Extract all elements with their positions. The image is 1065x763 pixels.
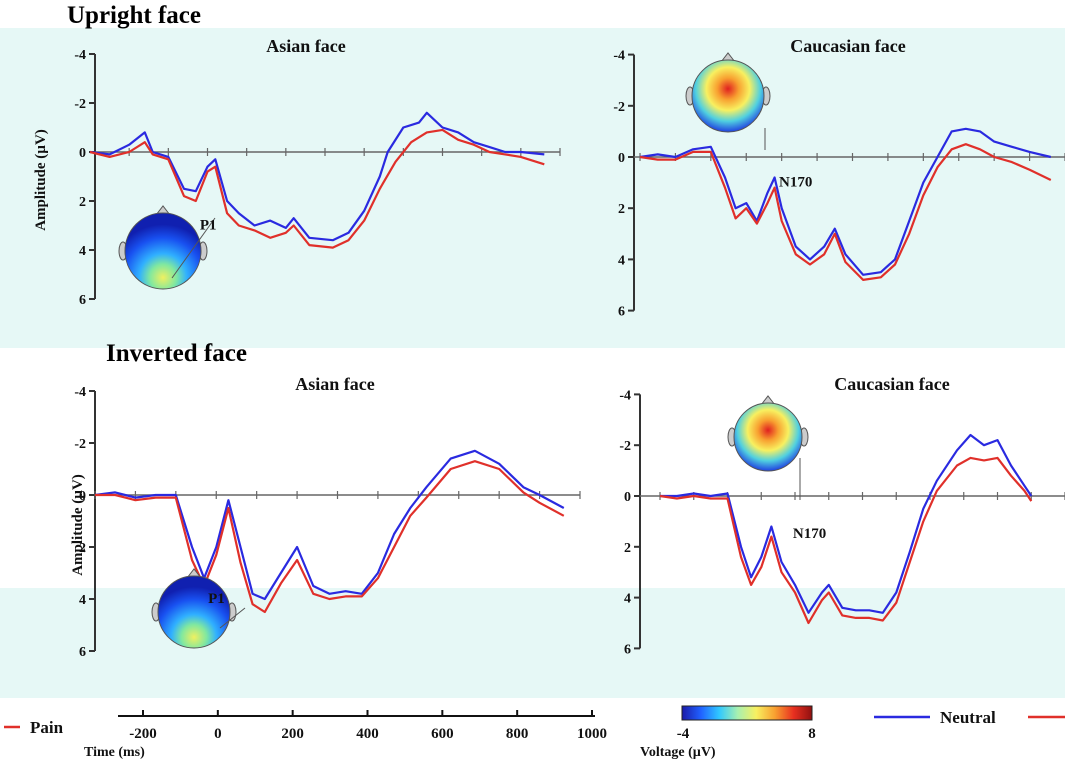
y-tick-label: -2	[74, 97, 86, 112]
peak-annotation: P1	[208, 591, 225, 607]
scalp-map-circle	[733, 402, 803, 472]
scalp-map-circle	[157, 575, 231, 649]
y-tick-label: 2	[618, 202, 625, 217]
legend-pain-label: Pain	[30, 718, 64, 737]
legend: Neutral Pain	[4, 708, 1065, 737]
peak-annotation: N170	[779, 175, 812, 191]
y-tick-label: 4	[624, 592, 631, 607]
y-axis-label: Amplitude (µV)	[33, 129, 49, 231]
series-line-neutral	[89, 111, 545, 242]
y-tick-label: -4	[74, 48, 86, 63]
y-tick-label: 0	[79, 489, 86, 504]
series-line-neutral	[660, 433, 1033, 614]
series-line-pain	[659, 456, 1033, 625]
panel-title: Caucasian face	[834, 374, 950, 394]
erp-panel-3: Asian face -4 -2 0 2 4 6 Amplitude (µV) P1	[70, 374, 581, 660]
time-tick-label: 600	[431, 726, 454, 742]
scalp-topomap	[685, 52, 771, 133]
colorbar: -4 8 Voltage (µV)	[640, 705, 816, 760]
y-tick-label: 2	[624, 541, 631, 556]
time-tick-label: 0	[214, 726, 222, 742]
annotation-leader-line	[219, 607, 246, 629]
erp-panel-1: Asian face -4 -2 0 2 4 6 Amplitude (µV) P1	[33, 36, 561, 308]
scalp-topomap	[727, 395, 809, 472]
legend-neutral-label: Neutral	[940, 708, 996, 727]
y-tick-label: 0	[79, 146, 86, 161]
series-line-pain	[639, 143, 1052, 281]
panel-title: Asian face	[266, 36, 346, 56]
series-line-pain	[89, 128, 545, 249]
colorbar-max-label: 8	[808, 726, 816, 742]
y-tick-label: 4	[79, 593, 86, 608]
time-tick-label: 800	[506, 726, 529, 742]
upper-tint	[0, 28, 1065, 348]
peak-annotation: N170	[793, 526, 826, 542]
series-line-neutral	[94, 449, 565, 601]
erp-panel-2: Caucasian face -4 -2 0 2 4 6 N170	[613, 36, 1065, 320]
y-tick-label: 4	[618, 253, 625, 268]
y-tick-label: -4	[619, 388, 631, 403]
colorbar-gradient	[681, 705, 813, 721]
time-tick-label: -200	[129, 726, 157, 742]
y-tick-label: -2	[619, 439, 631, 454]
y-tick-label: 6	[624, 642, 631, 657]
scalp-topomap	[118, 205, 208, 290]
y-tick-label: 2	[79, 541, 86, 556]
time-tick-label: 400	[356, 726, 379, 742]
y-tick-label: 0	[618, 151, 625, 166]
y-tick-label: -4	[74, 385, 86, 400]
y-tick-label: 6	[79, 645, 86, 660]
panel-title: Caucasian face	[790, 36, 906, 56]
time-axis: Time (ms) -200 0 200 400 600 800 1000	[84, 710, 607, 760]
peak-annotation: P1	[200, 218, 217, 234]
y-tick-label: -2	[74, 437, 86, 452]
time-tick-label: 200	[281, 726, 304, 742]
time-axis-label: Time (ms)	[84, 745, 145, 760]
y-axis-label: Amplitude (µV)	[70, 474, 86, 576]
y-tick-label: 0	[624, 490, 631, 505]
colorbar-title: Voltage (µV)	[640, 745, 716, 760]
series-line-pain	[95, 460, 565, 614]
y-tick-label: 6	[618, 305, 625, 320]
scalp-topomap	[151, 568, 237, 649]
y-tick-label: 6	[79, 293, 86, 308]
colorbar-min-label: -4	[677, 726, 690, 742]
annotation-leader-line	[171, 217, 216, 279]
y-tick-label: 2	[79, 195, 86, 210]
y-tick-label: -2	[613, 100, 625, 115]
upright-section-title: Upright face	[67, 2, 201, 29]
erp-panel-4: Caucasian face -4 -2 0 2 4 6 N170	[619, 374, 1065, 657]
scalp-map-circle	[124, 212, 202, 290]
panel-title: Asian face	[295, 374, 375, 394]
series-line-neutral	[639, 127, 1052, 276]
y-tick-label: 4	[79, 244, 86, 259]
scalp-map-circle	[691, 59, 765, 133]
time-tick-label: 1000	[577, 726, 607, 742]
y-tick-label: -4	[613, 49, 625, 64]
inverted-section-title: Inverted face	[106, 340, 247, 367]
